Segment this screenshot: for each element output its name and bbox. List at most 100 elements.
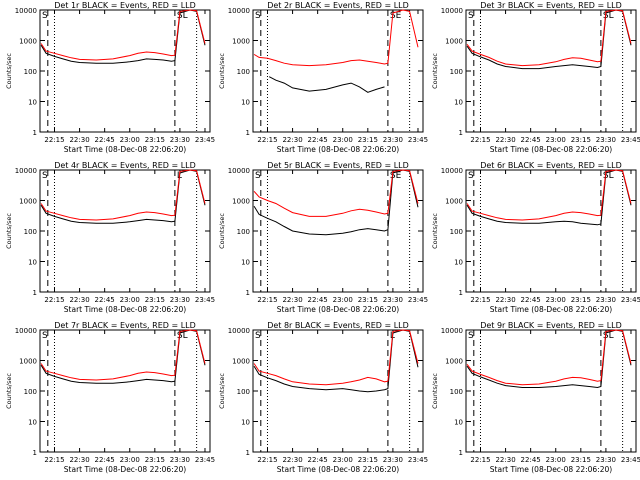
x-axis-label: Start Time (08-Dec-08 22:06:20) [490,305,612,314]
y-tick-label: 10 [454,99,463,107]
y-axis-label: Counts/sec [218,53,226,89]
lld-series-line [466,169,632,221]
y-tick-label: 10000 [228,7,250,15]
chart-panel-7: Det 7r BLACK = Events, RED = LLD 1 10 100 10… [5,321,215,474]
x-tick-label: 22:45 [521,136,541,144]
y-tick-label: 10 [454,259,463,267]
y-tick-label: 1 [246,289,250,297]
x-tick-label: 22:30 [495,136,515,144]
x-tick-label: 22:15 [470,136,490,144]
x-tick-label: 23:15 [571,456,591,464]
y-tick-label: 1000 [19,198,37,206]
chart-title: Det 7r BLACK = Events, RED = LLD [54,321,196,330]
y-axis-label: Counts/sec [218,213,226,249]
chart-panel-8: Det 8r BLACK = Events, RED = LLD 1 10 100 10… [218,321,428,474]
x-tick-label: 22:30 [495,296,515,304]
corner-label-left: S [255,171,261,181]
chart-panel-1: Det 1r BLACK = Events, RED = LLD 1 10 100 10… [5,1,215,154]
corner-label-left: S [42,11,48,21]
plot-frame [465,329,637,453]
y-tick-label: 10 [28,419,37,427]
x-tick-label: 22:30 [495,456,515,464]
x-tick-label: 23:15 [145,456,165,464]
y-tick-label: 10000 [15,327,37,335]
x-tick-label: 23:00 [546,296,566,304]
y-axis-label: Counts/sec [431,213,439,249]
plot-frame [465,169,637,293]
x-tick-label: 23:15 [358,296,378,304]
x-axis-label: Start Time (08-Dec-08 22:06:20) [64,305,186,314]
corner-label-right: SL [603,171,614,181]
x-tick-label: 22:45 [308,456,328,464]
chart-title: Det 5r BLACK = Events, RED = LLD [267,161,409,170]
plot-frame [252,329,424,453]
x-axis-label: Start Time (08-Dec-08 22:06:20) [64,145,186,154]
x-tick-label: 23:30 [383,296,403,304]
y-tick-label: 10 [241,419,250,427]
x-axis-label: Start Time (08-Dec-08 22:06:20) [64,465,186,474]
x-tick-label: 22:30 [282,456,302,464]
y-tick-label: 10 [28,99,37,107]
x-axis-label: Start Time (08-Dec-08 22:06:20) [277,465,399,474]
y-tick-label: 100 [24,68,37,76]
events-series-line [268,76,385,93]
x-tick-label: 22:15 [257,296,277,304]
x-tick-label: 23:30 [383,456,403,464]
chart-title: Det 3r BLACK = Events, RED = LLD [480,1,622,10]
y-tick-label: 1000 [19,358,37,366]
x-tick-label: 23:00 [333,296,353,304]
x-tick-label: 22:45 [308,136,328,144]
y-tick-label: 1000 [232,198,250,206]
corner-label-left: S [468,171,474,181]
lld-series-line [253,169,419,217]
lld-series-line [253,9,419,67]
y-tick-label: 100 [237,68,250,76]
x-tick-label: 23:15 [145,296,165,304]
x-tick-label: 22:15 [257,136,277,144]
corner-label-right: SL [603,331,614,341]
y-tick-label: 10000 [441,167,463,175]
x-tick-label: 23:15 [145,136,165,144]
y-axis-label: Counts/sec [431,373,439,409]
y-axis-label: Counts/sec [431,53,439,89]
lld-series-line [40,329,206,381]
x-axis-label: Start Time (08-Dec-08 22:06:20) [490,145,612,154]
corner-label-right: SE [390,11,402,21]
lld-series-line [40,169,206,221]
y-tick-label: 1 [33,289,37,297]
y-tick-label: 100 [450,388,463,396]
chart-panel-2: Det 2r BLACK = Events, RED = LLD 1 10 100 10… [218,1,428,154]
x-tick-label: 23:45 [195,296,215,304]
lld-series-line [466,329,632,386]
x-tick-label: 23:00 [120,136,140,144]
y-tick-label: 1 [33,449,37,457]
x-tick-label: 23:00 [546,136,566,144]
x-tick-label: 22:45 [521,296,541,304]
corner-label-right: SL [603,11,614,21]
x-tick-label: 22:15 [257,456,277,464]
y-tick-label: 100 [24,228,37,236]
chart-panel-4: Det 4r BLACK = Events, RED = LLD 1 10 100 10… [5,161,215,314]
x-axis-label: Start Time (08-Dec-08 22:06:20) [277,305,399,314]
x-tick-label: 22:15 [44,136,64,144]
x-tick-label: 23:45 [195,136,215,144]
y-tick-label: 100 [24,388,37,396]
x-tick-label: 23:30 [170,456,190,464]
y-tick-label: 10 [241,259,250,267]
x-tick-label: 22:45 [308,296,328,304]
x-tick-label: 23:00 [546,456,566,464]
y-tick-label: 1000 [445,358,463,366]
y-tick-label: 1 [459,289,463,297]
y-axis-label: Counts/sec [218,373,226,409]
chart-title: Det 1r BLACK = Events, RED = LLD [54,1,196,10]
x-tick-label: 23:45 [408,456,428,464]
lld-series-line [253,329,419,386]
x-tick-label: 22:30 [69,456,89,464]
lld-series-line [40,9,206,61]
x-tick-label: 22:30 [282,296,302,304]
y-tick-label: 1000 [232,38,250,46]
x-tick-label: 23:45 [195,456,215,464]
plot-frame [39,329,211,453]
y-tick-label: 10 [241,99,250,107]
